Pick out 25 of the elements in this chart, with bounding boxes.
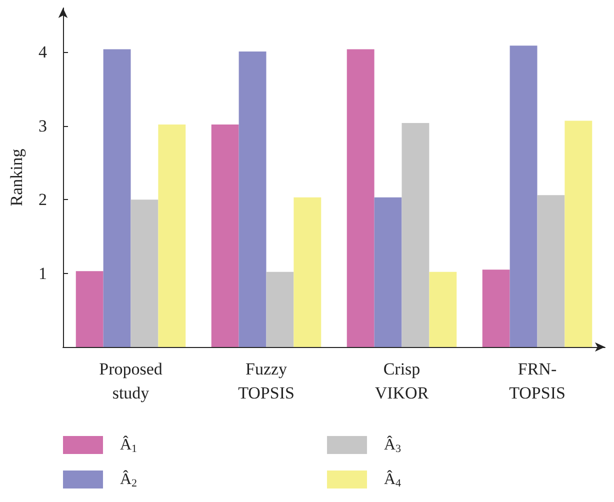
- x-tick-label: FRN-TOPSIS: [509, 360, 566, 402]
- bar: [482, 270, 510, 347]
- bar: [374, 197, 402, 347]
- bar: [238, 51, 266, 347]
- y-tick-label: 4: [38, 42, 48, 62]
- x-tick-label: Crisp VIKOR: [374, 360, 430, 402]
- bar: [294, 197, 322, 347]
- y-tick-label: 3: [38, 116, 47, 136]
- x-tick-label: Fuzzy TOPSIS: [238, 360, 294, 402]
- bar: [537, 195, 565, 347]
- bar: [103, 49, 131, 347]
- bar: [76, 271, 104, 347]
- bar: [266, 272, 294, 347]
- bar: [402, 122, 430, 347]
- bar: [510, 46, 538, 347]
- y-axis-title: Ranking: [7, 148, 26, 206]
- bar: [429, 272, 457, 347]
- bar: [130, 200, 158, 347]
- bar: [346, 49, 374, 347]
- y-tick-label: 2: [38, 190, 47, 210]
- y-tick-label: 1: [38, 264, 47, 283]
- bar: [564, 120, 592, 347]
- bar: [211, 124, 239, 347]
- x-tick-label: Proposed study: [99, 360, 163, 402]
- bar: [158, 124, 186, 347]
